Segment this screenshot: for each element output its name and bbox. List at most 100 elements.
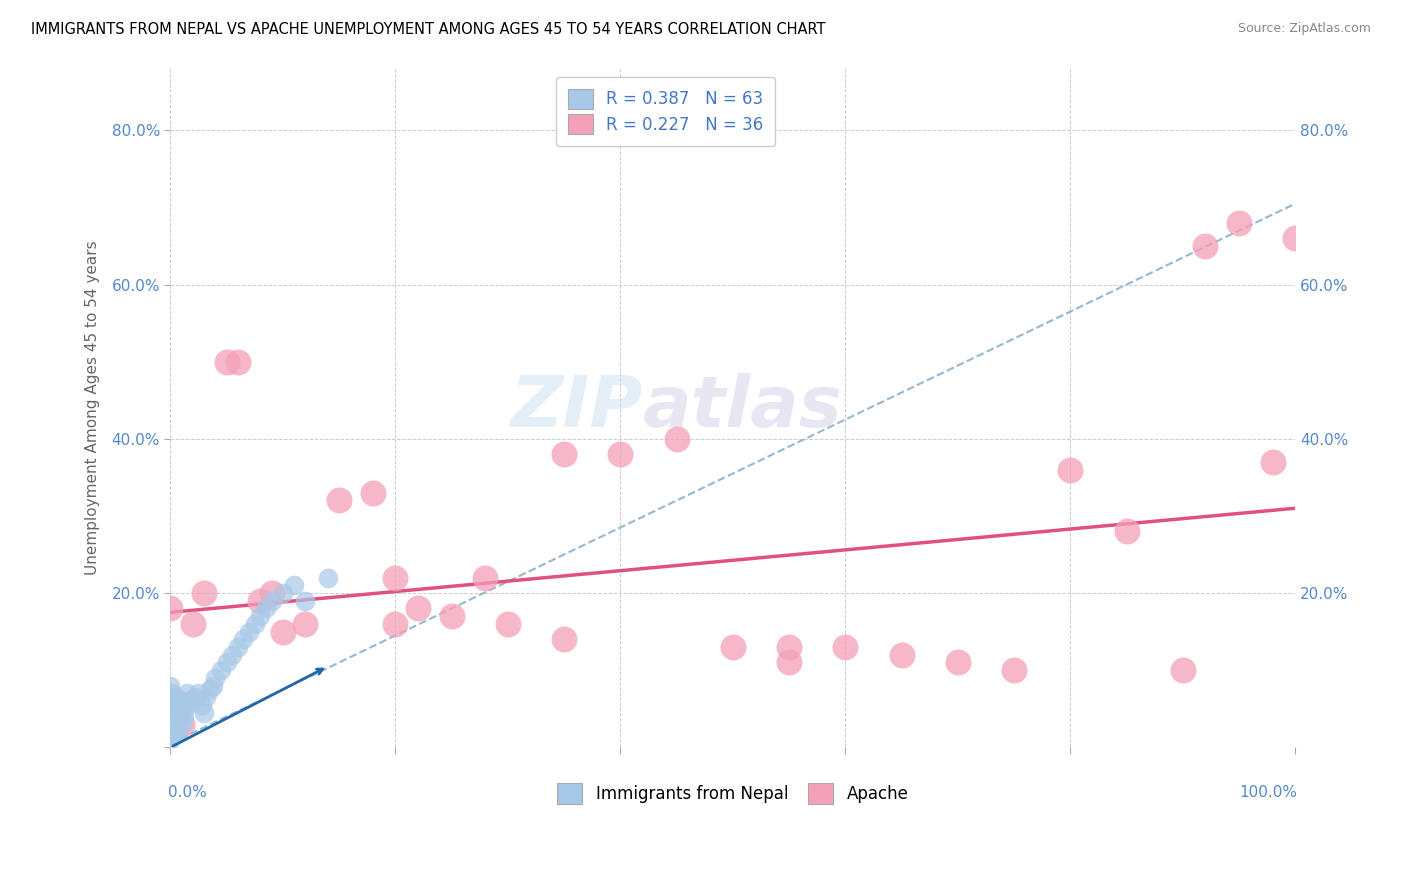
Point xyxy=(1002,663,1025,677)
Point xyxy=(160,698,183,712)
Point xyxy=(166,717,188,731)
Text: IMMIGRANTS FROM NEPAL VS APACHE UNEMPLOYMENT AMONG AGES 45 TO 54 YEARS CORRELATI: IMMIGRANTS FROM NEPAL VS APACHE UNEMPLOY… xyxy=(31,22,825,37)
Y-axis label: Unemployment Among Ages 45 to 54 years: Unemployment Among Ages 45 to 54 years xyxy=(86,241,100,575)
Point xyxy=(181,694,204,708)
Point xyxy=(361,485,384,500)
Point xyxy=(834,640,856,654)
Point xyxy=(665,432,688,446)
Point xyxy=(238,624,260,639)
Point xyxy=(1171,663,1194,677)
Point xyxy=(163,714,186,728)
Point xyxy=(209,663,232,677)
Point xyxy=(946,656,969,670)
Point xyxy=(778,640,800,654)
Point xyxy=(406,601,429,615)
Point xyxy=(316,571,339,585)
Point xyxy=(195,690,218,705)
Point xyxy=(159,702,181,716)
Point xyxy=(159,725,181,739)
Point xyxy=(890,648,912,662)
Point xyxy=(1059,463,1081,477)
Point xyxy=(202,679,225,693)
Point xyxy=(163,721,186,735)
Point xyxy=(159,709,181,723)
Point xyxy=(294,594,316,608)
Text: Source: ZipAtlas.com: Source: ZipAtlas.com xyxy=(1237,22,1371,36)
Point xyxy=(167,725,190,739)
Text: atlas: atlas xyxy=(643,374,842,442)
Point xyxy=(170,717,193,731)
Point xyxy=(260,594,283,608)
Point xyxy=(159,725,181,739)
Point xyxy=(232,632,254,647)
Point xyxy=(160,729,183,743)
Point xyxy=(1115,524,1137,539)
Point xyxy=(170,717,193,731)
Point xyxy=(249,609,271,624)
Point xyxy=(174,694,197,708)
Point xyxy=(162,729,184,743)
Text: ZIP: ZIP xyxy=(510,374,643,442)
Point xyxy=(180,694,202,708)
Point xyxy=(440,609,463,624)
Legend: Immigrants from Nepal, Apache: Immigrants from Nepal, Apache xyxy=(547,773,918,814)
Point xyxy=(609,447,631,461)
Point xyxy=(165,690,187,705)
Point xyxy=(778,656,800,670)
Point xyxy=(162,717,184,731)
Point xyxy=(721,640,744,654)
Point xyxy=(163,694,186,708)
Point xyxy=(384,616,406,631)
Point xyxy=(159,714,181,728)
Point xyxy=(283,578,305,592)
Point xyxy=(271,586,294,600)
Point xyxy=(159,732,181,747)
Point xyxy=(172,702,194,716)
Text: 100.0%: 100.0% xyxy=(1240,785,1298,799)
Point xyxy=(204,671,226,685)
Point xyxy=(1261,455,1284,469)
Point xyxy=(243,616,266,631)
Point xyxy=(159,694,181,708)
Point xyxy=(221,648,243,662)
Point xyxy=(160,686,183,700)
Point xyxy=(1194,239,1216,253)
Point xyxy=(191,698,214,712)
Point xyxy=(159,717,181,731)
Point xyxy=(160,721,183,735)
Point xyxy=(159,690,181,705)
Point xyxy=(169,709,191,723)
Point xyxy=(249,594,271,608)
Point xyxy=(474,571,496,585)
Point xyxy=(160,709,183,723)
Point xyxy=(162,702,184,716)
Point xyxy=(294,616,316,631)
Point xyxy=(1227,216,1250,230)
Point xyxy=(166,702,188,716)
Point xyxy=(193,586,215,600)
Point xyxy=(496,616,519,631)
Point xyxy=(226,640,249,654)
Point xyxy=(187,686,209,700)
Point xyxy=(176,686,198,700)
Point xyxy=(215,656,238,670)
Point xyxy=(162,694,184,708)
Point xyxy=(384,571,406,585)
Point xyxy=(167,706,190,720)
Point xyxy=(271,624,294,639)
Point xyxy=(159,679,181,693)
Point xyxy=(165,725,187,739)
Point xyxy=(553,447,575,461)
Point xyxy=(193,706,215,720)
Point xyxy=(159,601,181,615)
Point xyxy=(173,709,195,723)
Text: 0.0%: 0.0% xyxy=(169,785,207,799)
Point xyxy=(198,682,221,697)
Point xyxy=(181,616,204,631)
Point xyxy=(254,601,277,615)
Point xyxy=(163,698,186,712)
Point xyxy=(160,706,183,720)
Point xyxy=(169,698,191,712)
Point xyxy=(163,709,186,723)
Point xyxy=(184,690,207,705)
